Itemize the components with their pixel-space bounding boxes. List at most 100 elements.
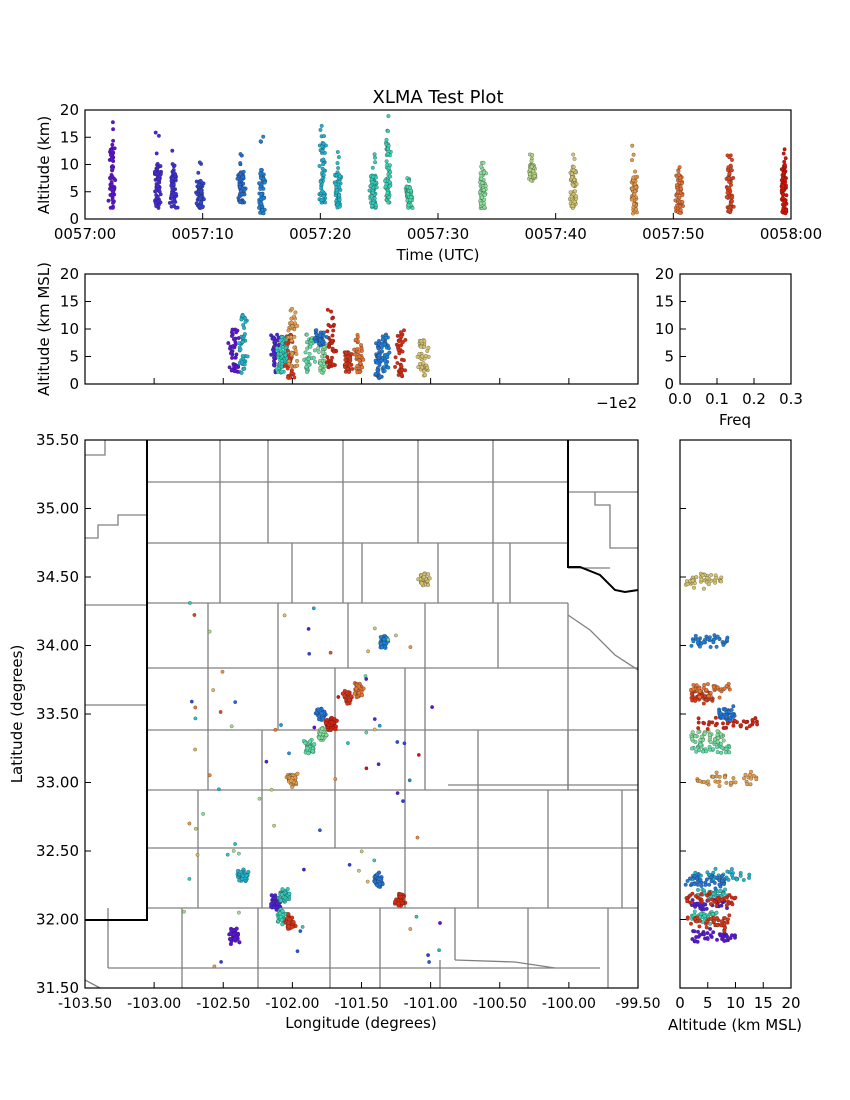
height-lat-point bbox=[724, 750, 728, 755]
plan-view-point bbox=[207, 773, 212, 778]
lon-height-point bbox=[271, 362, 276, 367]
time-height-point bbox=[320, 166, 325, 171]
plan-view-point bbox=[212, 964, 217, 969]
time-height-point bbox=[632, 201, 636, 206]
height-lat-point bbox=[702, 731, 707, 736]
time-height-point bbox=[335, 161, 340, 166]
height-lat-point bbox=[692, 882, 697, 887]
plan-view-point bbox=[372, 858, 377, 863]
time-height-panel: 0057:00 0057:10 0057:20 0057:30 0057:40 0057:… bbox=[35, 101, 822, 264]
plan-view-xtick-label: -101.00 bbox=[404, 996, 458, 1012]
lon-height-point bbox=[359, 348, 364, 353]
lon-height-point bbox=[385, 355, 390, 360]
lon-height-point bbox=[397, 351, 402, 356]
height-lat-point bbox=[720, 878, 725, 883]
height-lat-point bbox=[708, 921, 712, 926]
time-height-point bbox=[369, 194, 374, 199]
lon-height-point bbox=[239, 317, 244, 322]
time-height-point bbox=[170, 148, 175, 153]
time-height-point bbox=[336, 166, 341, 170]
lon-height-point bbox=[399, 364, 404, 369]
height-lat-point bbox=[702, 721, 707, 726]
plan-view-point bbox=[193, 747, 197, 752]
plan-view-point bbox=[278, 898, 283, 903]
plan-view-point bbox=[306, 751, 311, 756]
time-height-point bbox=[782, 204, 787, 209]
height-lat-point bbox=[705, 936, 710, 941]
time-height-point bbox=[262, 180, 267, 185]
height-lat-point bbox=[715, 685, 720, 690]
lon-height-point bbox=[234, 352, 239, 357]
lon-height-point bbox=[304, 364, 309, 369]
time-height-point bbox=[242, 192, 247, 197]
plan-view-point bbox=[377, 876, 382, 882]
height-lat-point bbox=[714, 575, 719, 580]
plan-view-point bbox=[269, 787, 274, 792]
height-lat-point bbox=[724, 637, 729, 642]
time-height-point bbox=[238, 172, 243, 177]
time-height-point bbox=[630, 158, 634, 163]
height-lat-point bbox=[719, 579, 724, 584]
time-height-point bbox=[321, 162, 326, 167]
time-height-point bbox=[257, 181, 262, 186]
lon-height-point bbox=[396, 348, 401, 353]
lon-height-point bbox=[358, 361, 363, 366]
plan-view-point bbox=[218, 710, 223, 714]
lon-height-point bbox=[304, 359, 309, 364]
time-height-point bbox=[321, 194, 326, 198]
time-height-point bbox=[372, 152, 377, 157]
lon-height-point bbox=[228, 351, 233, 356]
height-lat-point bbox=[696, 929, 700, 934]
lon-height-point bbox=[229, 334, 234, 338]
time-height-ytick-label: 10 bbox=[60, 156, 79, 174]
lon-height-point bbox=[387, 350, 392, 355]
time-height-point bbox=[337, 204, 342, 209]
plan-view-point bbox=[372, 717, 377, 721]
time-height-point bbox=[173, 205, 178, 210]
map-layer bbox=[85, 440, 638, 988]
height-lat-point bbox=[689, 900, 694, 905]
plan-view-xticks: -103.50 -103.00 -102.50 -102.00 -101.50 -101.… bbox=[58, 982, 661, 1012]
lon-height-point bbox=[293, 348, 298, 353]
time-height-point bbox=[570, 171, 574, 176]
height-lat-xtick-label: 20 bbox=[781, 994, 800, 1012]
height-lat-point bbox=[727, 893, 732, 898]
plan-view-point bbox=[285, 887, 290, 892]
time-height-point bbox=[172, 199, 176, 204]
lon-height-point bbox=[421, 369, 426, 374]
height-lat-point bbox=[715, 745, 720, 750]
time-height-point bbox=[170, 176, 175, 181]
lon-height-point bbox=[376, 353, 381, 358]
plan-view-point bbox=[365, 879, 370, 884]
lon-height-point bbox=[230, 355, 234, 360]
height-lat-point bbox=[693, 894, 698, 899]
time-height-point bbox=[169, 204, 174, 209]
plan-view-point bbox=[364, 677, 369, 681]
lon-height-point bbox=[350, 367, 355, 371]
time-height-point bbox=[238, 185, 242, 189]
plan-view-point bbox=[346, 741, 350, 745]
plan-view-point bbox=[378, 635, 383, 640]
height-lat-point bbox=[731, 776, 736, 781]
histogram-yticks: 0 5 10 15 20 bbox=[655, 265, 686, 393]
time-height-point bbox=[111, 189, 116, 194]
height-lat-point bbox=[694, 935, 699, 940]
plan-view-point bbox=[282, 613, 287, 618]
time-height-point bbox=[727, 155, 732, 160]
time-height-point bbox=[106, 198, 111, 203]
plan-view-point bbox=[316, 707, 321, 712]
time-height-point bbox=[725, 190, 730, 195]
height-lat-point bbox=[712, 880, 717, 885]
height-lat-xlabel: Altitude (km MSL) bbox=[668, 1016, 802, 1034]
height-lat-panel: 0 5 10 15 20 Altitude (km MSL) bbox=[668, 439, 802, 1034]
time-height-point bbox=[781, 151, 786, 156]
lon-height-point bbox=[283, 345, 288, 350]
time-height-point bbox=[631, 211, 635, 216]
plan-view-point bbox=[427, 576, 432, 581]
time-height-xtick-label: 0057:10 bbox=[172, 225, 234, 243]
height-lat-point bbox=[707, 882, 712, 887]
lon-height-point bbox=[348, 356, 353, 361]
plan-view-point bbox=[359, 849, 364, 854]
lon-height-point bbox=[325, 307, 330, 312]
height-lat-point bbox=[715, 916, 720, 921]
